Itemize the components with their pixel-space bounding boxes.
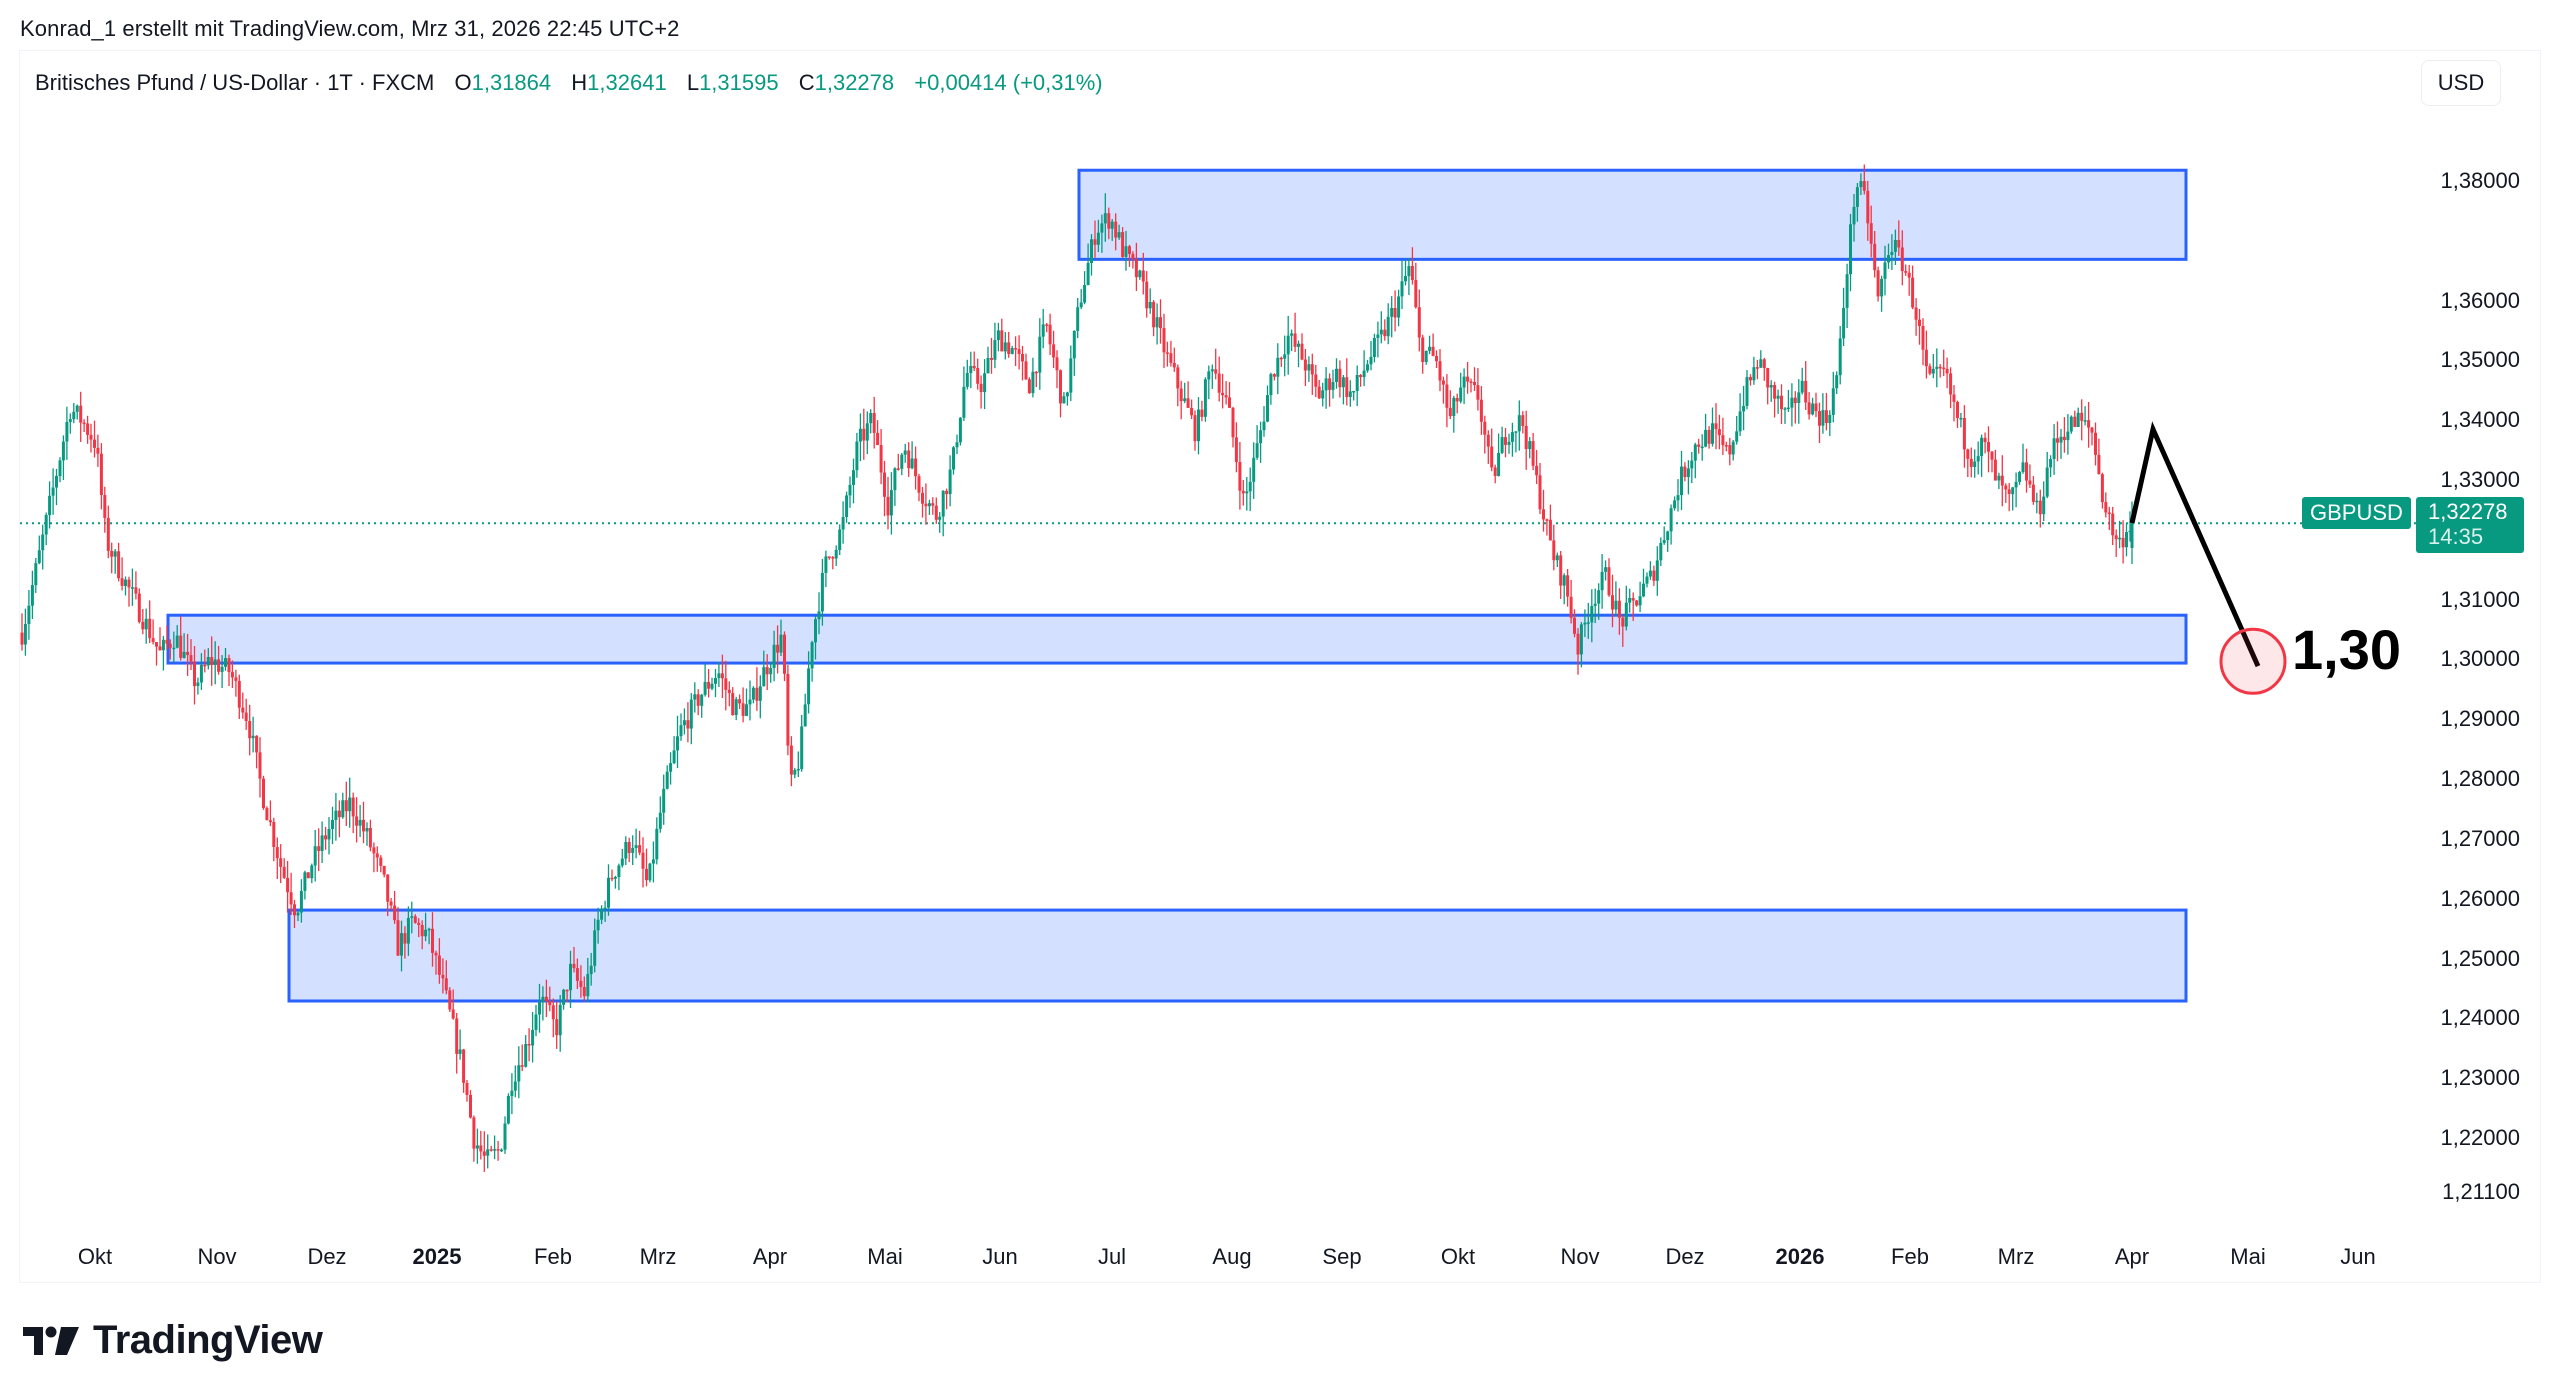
tradingview-logo[interactable]: TradingView xyxy=(23,1318,323,1363)
last-price-value: 1,32278 xyxy=(2428,499,2508,524)
price-tick-label: 1,24000 xyxy=(2440,1005,2520,1031)
change-value: +0,00414 (+0,31%) xyxy=(914,70,1103,95)
price-tick-label: 1,33000 xyxy=(2440,467,2520,493)
price-tick-label: 1,34000 xyxy=(2440,407,2520,433)
price-tick-label: 1,38000 xyxy=(2440,168,2520,193)
price-tick-label: 1,30000 xyxy=(2440,646,2520,672)
price-tick-label: 1,31000 xyxy=(2440,586,2520,612)
tradingview-logo-icon xyxy=(23,1326,79,1355)
target-price-label: 1,30 xyxy=(2292,618,2401,681)
time-tick-label: Nov xyxy=(197,1244,237,1269)
open-label: O xyxy=(454,70,472,95)
price-tick-label: 1,22000 xyxy=(2440,1124,2520,1150)
close-label: C xyxy=(798,70,815,95)
time-tick-label: Jul xyxy=(1097,1244,1127,1269)
time-tick-label: 2026 xyxy=(1775,1244,1825,1269)
resistance-zone[interactable] xyxy=(1077,168,2188,261)
time-tick-label: Dez xyxy=(1665,1244,1705,1269)
price-tick-label: 1,25000 xyxy=(2440,945,2520,971)
time-tick-label: Mrz xyxy=(1997,1244,2035,1269)
time-tick-label: Jun xyxy=(982,1244,1018,1269)
time-tick-label: Feb xyxy=(534,1244,572,1269)
close-value: 1,32278 xyxy=(814,70,895,95)
low-label: L xyxy=(686,70,700,95)
chart-caption: Konrad_1 erstellt mit TradingView.com, M… xyxy=(20,16,680,41)
time-tick-label: 2025 xyxy=(412,1244,462,1269)
time-tick-label: Apr xyxy=(2114,1244,2150,1269)
symbol-title[interactable]: Britisches Pfund / US-Dollar · 1T · FXCM xyxy=(35,70,435,95)
support-zone-1[interactable] xyxy=(166,613,2188,665)
time-tick-label: Okt xyxy=(77,1244,113,1269)
support-zone-2[interactable] xyxy=(287,908,2188,1003)
projection-line[interactable] xyxy=(2129,421,2261,668)
time-tick-label: Mai xyxy=(867,1244,903,1269)
bar-countdown: 14:35 xyxy=(2428,524,2484,549)
time-tick-label: Dez xyxy=(307,1244,347,1269)
last-price-badge: 1,32278 14:35 xyxy=(2416,497,2524,553)
support-resistance-zones[interactable] xyxy=(166,168,2188,1003)
time-tick-label: Mai xyxy=(2230,1244,2266,1269)
open-value: 1,31864 xyxy=(471,70,552,95)
high-value: 1,32641 xyxy=(587,70,667,95)
symbol-badge: GBPUSD xyxy=(2302,497,2411,529)
chart-frame[interactable] xyxy=(19,50,2541,1283)
time-tick-label: Nov xyxy=(1560,1244,1600,1269)
time-tick-label: Mrz xyxy=(639,1244,677,1269)
price-tick-label: 1,26000 xyxy=(2440,885,2520,911)
symbol-legend: Britisches Pfund / US-Dollar · 1T · FXCM… xyxy=(35,70,1103,96)
time-tick-label: Apr xyxy=(752,1244,788,1269)
target-circle-icon[interactable] xyxy=(2219,627,2287,695)
price-tick-label: 1,28000 xyxy=(2440,766,2520,792)
time-tick-label: Aug xyxy=(1212,1244,1252,1269)
price-tick-label: 1,35000 xyxy=(2440,347,2520,373)
currency-button[interactable]: USD xyxy=(2421,60,2501,106)
low-value: 1,31595 xyxy=(699,70,779,95)
price-tick-label: 1,23000 xyxy=(2440,1065,2520,1091)
time-tick-label: Okt xyxy=(1440,1244,1476,1269)
time-tick-label: Sep xyxy=(1322,1244,1362,1269)
logo-text: TradingView xyxy=(93,1318,323,1362)
price-tick-label: 1,21100 xyxy=(2442,1178,2520,1204)
candles xyxy=(20,164,2134,1172)
price-tick-label: 1,36000 xyxy=(2440,287,2520,313)
price-tick-label: 1,27000 xyxy=(2440,825,2520,851)
time-tick-label: Feb xyxy=(1891,1244,1929,1269)
high-label: H xyxy=(571,70,588,95)
price-tick-label: 1,29000 xyxy=(2440,706,2520,732)
time-tick-label: Jun xyxy=(2340,1244,2376,1269)
